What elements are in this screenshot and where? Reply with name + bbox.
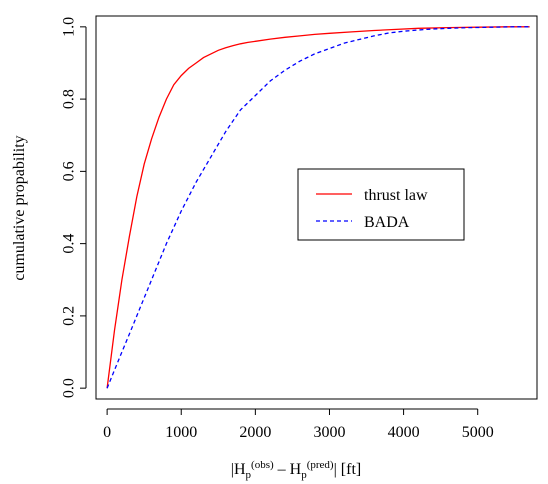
x-tick-label: 1000 — [165, 424, 197, 441]
x-title-sup2: (pred) — [307, 459, 334, 471]
legend-label-bada: BADA — [364, 214, 410, 231]
x-tick-label: 3000 — [313, 424, 345, 441]
y-axis: 0.0 0.2 0.4 0.6 0.8 1.0 — [61, 17, 87, 398]
x-tick-label: 0 — [103, 424, 111, 441]
x-axis-title: |Hp(obs) – Hp(pred)| [ft] — [231, 459, 361, 481]
y-tick-label: 1.0 — [61, 17, 78, 37]
y-tick-label: 0.2 — [61, 306, 78, 326]
y-axis-title: cumulative propability — [11, 135, 28, 280]
x-title-pre: |H — [231, 461, 246, 478]
y-tick-label: 0.0 — [61, 378, 78, 398]
y-tick-label: 0.4 — [61, 234, 78, 254]
x-title-post: | [ft] — [334, 461, 362, 478]
y-tick-label: 0.8 — [61, 89, 78, 109]
x-tick-label: 4000 — [388, 424, 420, 441]
x-title-mid: – H — [274, 461, 302, 478]
x-tick-label: 5000 — [462, 424, 494, 441]
legend-box — [297, 168, 465, 241]
y-tick-label: 0.6 — [61, 161, 78, 181]
x-title-sup1: (obs) — [251, 459, 274, 471]
x-title-sub2: p — [301, 469, 307, 481]
series-line-thrust-law — [106, 26, 530, 389]
plot-frame — [95, 15, 538, 400]
legend-label-thrust-law: thrust law — [364, 187, 428, 204]
x-axis: 0 1000 2000 3000 4000 5000 — [103, 408, 494, 441]
legend: thrust law BADA — [297, 168, 465, 241]
x-title-sub1: p — [246, 469, 252, 481]
x-tick-label: 2000 — [239, 424, 271, 441]
series-layer — [106, 26, 530, 389]
series-line-bada — [106, 26, 530, 389]
